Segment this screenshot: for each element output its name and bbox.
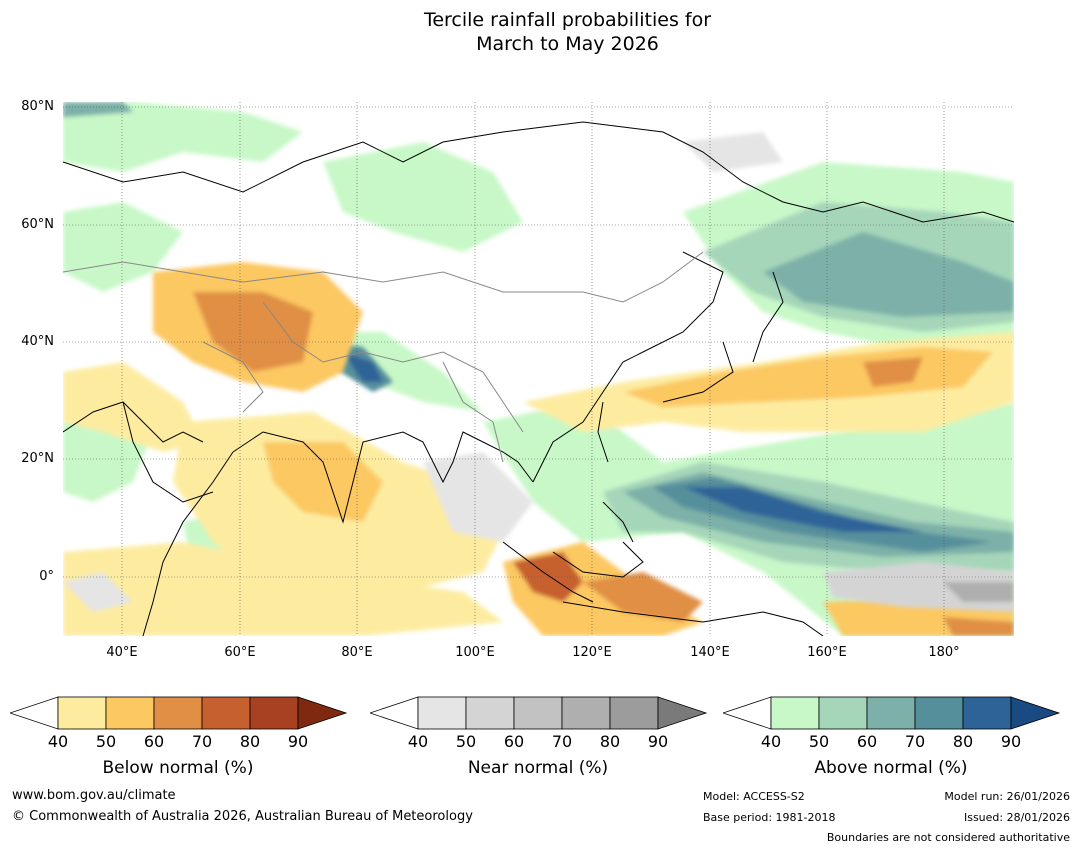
lon-label-80e: 80°E	[341, 645, 373, 660]
base-period-text: Base period: 1981-2018	[703, 811, 836, 824]
below-tick: 90	[287, 732, 309, 751]
below-tick: 40	[47, 732, 69, 751]
lat-label-40n: 40°N	[21, 334, 54, 349]
near-tick: 40	[407, 732, 429, 751]
lat-label-80n: 80°N	[21, 99, 54, 114]
near-normal-field	[63, 132, 1014, 612]
above-normal-strong	[63, 102, 1014, 572]
model-run-text: Model run: 26/01/2026	[944, 790, 1070, 803]
lat-label-0: 0°	[39, 569, 54, 584]
map-title: Tercile rainfall probabilities for March…	[0, 8, 1081, 56]
below-tick: 50	[95, 732, 117, 751]
below-tick: 80	[239, 732, 261, 751]
near-tick: 80	[599, 732, 621, 751]
above-normal-colorbar-graphic	[723, 696, 1061, 730]
issued-text: Issued: 28/01/2026	[963, 811, 1070, 824]
title-line-1: Tercile rainfall probabilities for	[423, 9, 712, 31]
near-normal-colorbar-graphic	[370, 696, 708, 730]
lat-label-60n: 60°N	[21, 217, 54, 232]
copyright-text: © Commonwealth of Australia 2026, Austra…	[12, 809, 473, 824]
near-tick: 70	[551, 732, 573, 751]
near-tick: 90	[647, 732, 669, 751]
above-tick: 90	[1000, 732, 1022, 751]
lon-label-160e: 160°E	[807, 645, 847, 660]
near-tick: 50	[455, 732, 477, 751]
lon-label-180: 180°	[928, 645, 960, 660]
below-normal-field	[63, 262, 1014, 636]
above-tick: 70	[904, 732, 926, 751]
below-normal-colorbar-graphic	[10, 696, 348, 730]
title-line-2: March to May 2026	[476, 33, 659, 55]
lon-label-40e: 40°E	[106, 645, 138, 660]
near-normal-colorbar	[370, 696, 710, 730]
above-tick: 60	[856, 732, 878, 751]
map-canvas	[63, 102, 1014, 636]
above-tick: 50	[808, 732, 830, 751]
rainfall-map	[63, 102, 1014, 636]
above-tick: 40	[760, 732, 782, 751]
below-normal-colorbar	[10, 696, 350, 730]
lon-label-120e: 120°E	[572, 645, 612, 660]
near-normal-label: Near normal (%)	[467, 758, 609, 778]
model-text: Model: ACCESS-S2	[703, 790, 805, 803]
country-boundaries	[63, 251, 704, 463]
below-tick: 70	[191, 732, 213, 751]
above-tick: 80	[952, 732, 974, 751]
coastlines	[63, 121, 1014, 636]
lat-label-20n: 20°N	[21, 451, 54, 466]
above-normal-colorbar	[723, 696, 1063, 730]
lon-label-100e: 100°E	[455, 645, 495, 660]
graticule	[63, 102, 1014, 636]
lon-label-140e: 140°E	[690, 645, 730, 660]
above-normal-label: Above normal (%)	[814, 758, 968, 778]
below-tick: 60	[143, 732, 165, 751]
below-normal-label: Below normal (%)	[102, 758, 254, 778]
lon-label-60e: 60°E	[224, 645, 256, 660]
website-link[interactable]: www.bom.gov.au/climate	[12, 788, 176, 803]
near-tick: 60	[503, 732, 525, 751]
boundaries-note: Boundaries are not considered authoritat…	[826, 831, 1070, 844]
